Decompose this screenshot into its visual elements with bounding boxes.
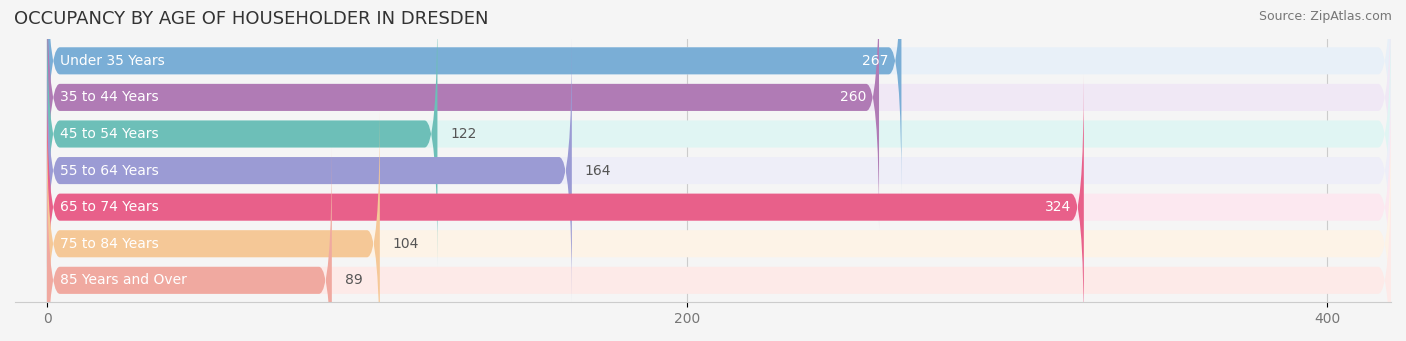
FancyBboxPatch shape bbox=[46, 1, 1391, 267]
Text: 85 Years and Over: 85 Years and Over bbox=[60, 273, 187, 287]
Text: 324: 324 bbox=[1045, 200, 1071, 214]
Text: 45 to 54 Years: 45 to 54 Years bbox=[60, 127, 159, 141]
FancyBboxPatch shape bbox=[46, 74, 1391, 340]
FancyBboxPatch shape bbox=[46, 0, 1391, 230]
FancyBboxPatch shape bbox=[46, 0, 879, 230]
Text: 55 to 64 Years: 55 to 64 Years bbox=[60, 164, 159, 178]
Text: 267: 267 bbox=[862, 54, 889, 68]
Text: Source: ZipAtlas.com: Source: ZipAtlas.com bbox=[1258, 10, 1392, 23]
FancyBboxPatch shape bbox=[46, 111, 1391, 341]
Text: 122: 122 bbox=[450, 127, 477, 141]
FancyBboxPatch shape bbox=[46, 74, 1084, 340]
FancyBboxPatch shape bbox=[46, 0, 901, 194]
Text: 89: 89 bbox=[344, 273, 363, 287]
Text: Under 35 Years: Under 35 Years bbox=[60, 54, 165, 68]
FancyBboxPatch shape bbox=[46, 111, 380, 341]
FancyBboxPatch shape bbox=[46, 1, 437, 267]
FancyBboxPatch shape bbox=[46, 38, 572, 303]
Text: 260: 260 bbox=[839, 90, 866, 104]
FancyBboxPatch shape bbox=[46, 38, 1391, 303]
Text: OCCUPANCY BY AGE OF HOUSEHOLDER IN DRESDEN: OCCUPANCY BY AGE OF HOUSEHOLDER IN DRESD… bbox=[14, 10, 488, 28]
FancyBboxPatch shape bbox=[46, 148, 332, 341]
Text: 104: 104 bbox=[392, 237, 419, 251]
FancyBboxPatch shape bbox=[46, 148, 1391, 341]
Text: 75 to 84 Years: 75 to 84 Years bbox=[60, 237, 159, 251]
Text: 35 to 44 Years: 35 to 44 Years bbox=[60, 90, 159, 104]
Text: 164: 164 bbox=[585, 164, 612, 178]
FancyBboxPatch shape bbox=[46, 0, 1391, 194]
Text: 65 to 74 Years: 65 to 74 Years bbox=[60, 200, 159, 214]
